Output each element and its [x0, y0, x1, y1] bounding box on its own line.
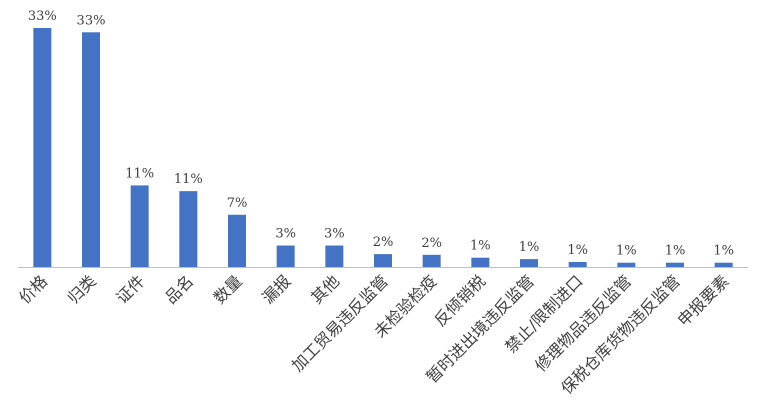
- value-label: 33%: [28, 9, 57, 24]
- bar: [520, 259, 538, 267]
- value-label: 11%: [125, 166, 154, 181]
- bar: [179, 191, 198, 267]
- bar: [374, 254, 392, 267]
- category-label: 申报要素: [674, 271, 733, 330]
- bar: [471, 257, 490, 267]
- bar: [130, 185, 149, 267]
- bar: [714, 262, 733, 267]
- value-label: 1%: [616, 244, 637, 259]
- value-label: 1%: [519, 240, 540, 255]
- value-label: 1%: [470, 239, 491, 254]
- value-label: 2%: [421, 236, 442, 251]
- bar: [617, 262, 636, 267]
- category-label: 漏报: [258, 271, 294, 307]
- category-label: 其他: [307, 271, 343, 307]
- category-label: 证件: [112, 271, 148, 307]
- value-label: 3%: [275, 227, 296, 242]
- category-label: 数量: [210, 271, 246, 307]
- value-label: 3%: [324, 227, 345, 242]
- value-label: 1%: [713, 244, 734, 259]
- category-label: 价格: [15, 271, 51, 307]
- value-label: 7%: [227, 196, 248, 211]
- bar: [228, 214, 246, 267]
- bar: [82, 32, 100, 267]
- value-label: 11%: [174, 172, 203, 187]
- value-label: 33%: [77, 13, 106, 28]
- bar: [568, 261, 587, 267]
- bar: [325, 245, 344, 267]
- bar: [33, 28, 52, 267]
- category-label: 归类: [64, 271, 100, 307]
- bar: [666, 262, 684, 267]
- bar: [276, 245, 295, 267]
- value-label: 2%: [373, 235, 394, 250]
- bar: [422, 254, 441, 267]
- value-label: 1%: [665, 244, 686, 259]
- category-label: 品名: [161, 271, 197, 307]
- value-label: 1%: [567, 243, 588, 258]
